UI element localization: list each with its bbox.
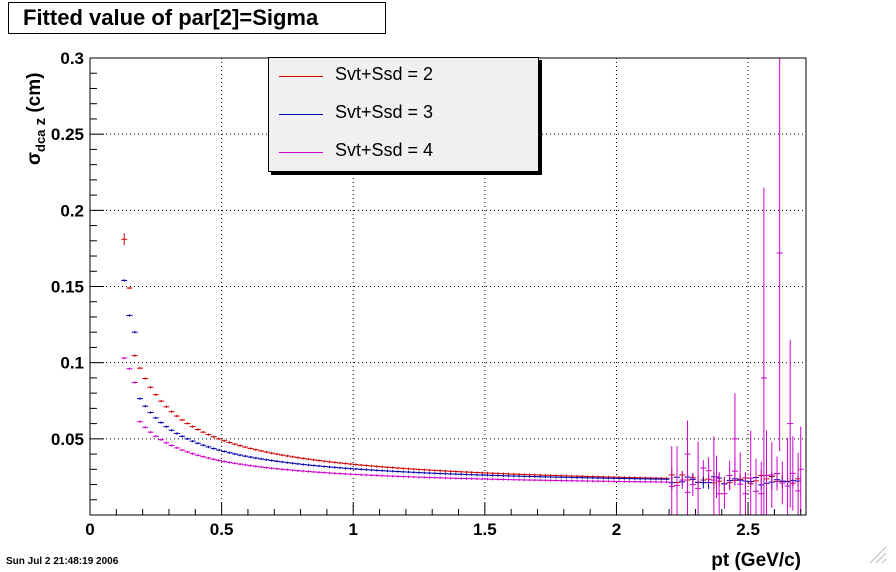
legend: Svt+Ssd = 2 Svt+Ssd = 3 Svt+Ssd = 4 [268, 57, 539, 172]
y-tick-label: 0.1 [60, 354, 84, 373]
legend-swatch [279, 114, 323, 115]
chart-title: Fitted value of par[2]=Sigma [8, 2, 386, 34]
legend-swatch [279, 152, 323, 153]
y-tick-label: 0.3 [60, 49, 84, 68]
timestamp: Sun Jul 2 21:48:19 2006 [6, 556, 119, 567]
series-3 [121, 279, 802, 491]
resize-corner-icon [869, 546, 887, 564]
legend-swatch [279, 76, 323, 77]
x-tick-label: 1.5 [473, 520, 497, 539]
legend-item-4: Svt+Ssd = 4 [269, 138, 538, 168]
x-tick-label: 2 [612, 520, 621, 539]
x-axis: 0 0.5 1 1.5 2 2.5 [85, 503, 802, 539]
y-tick-label: 0.15 [51, 278, 84, 297]
y-tick-label: 0.2 [60, 201, 84, 220]
y-tick-label: 0.25 [51, 125, 84, 144]
legend-label: Svt+Ssd = 3 [335, 102, 434, 122]
series-4 [121, 58, 804, 515]
y-tick-label: 0.05 [51, 430, 84, 449]
legend-label: Svt+Ssd = 2 [335, 64, 434, 84]
y-axis: 0.05 0.1 0.15 0.2 0.25 0.3 [51, 49, 104, 516]
series-layer [121, 58, 804, 515]
x-tick-label: 0 [85, 520, 94, 539]
x-tick-label: 2.5 [736, 520, 760, 539]
legend-label: Svt+Ssd = 4 [335, 140, 434, 160]
y-axis-label: σdca z (cm) [24, 73, 49, 165]
x-tick-label: 1 [349, 520, 358, 539]
legend-item-3: Svt+Ssd = 3 [269, 100, 538, 130]
x-axis-label: pt (GeV/c) [711, 550, 801, 571]
x-tick-label: 0.5 [210, 520, 234, 539]
legend-item-2: Svt+Ssd = 2 [269, 62, 538, 92]
series-2 [121, 233, 802, 491]
